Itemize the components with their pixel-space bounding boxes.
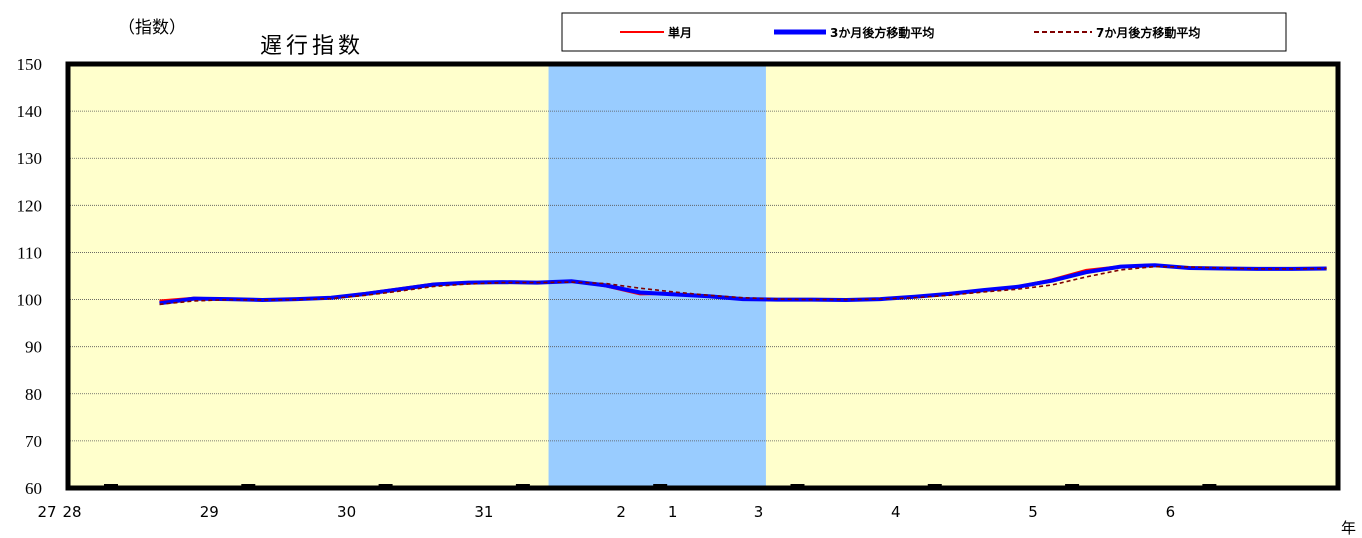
x-tick-marker [378, 484, 393, 490]
y-tick-labels: 150 140 130 120 110 100 90 80 70 60 [17, 55, 43, 498]
y-tick-label: 120 [17, 196, 43, 215]
recession-shading [548, 64, 766, 488]
y-unit-label: （指数） [118, 18, 186, 38]
x-tick-marker [653, 484, 668, 490]
x-tick-label: 6 [1166, 503, 1176, 521]
y-tick-label: 150 [17, 55, 43, 74]
x-tick-marker [790, 484, 805, 490]
gridlines [68, 110, 1338, 442]
series-line-2 [159, 265, 1327, 306]
series-line-1 [159, 263, 1327, 306]
x-tick-marker [104, 484, 118, 490]
x-unit-label: 年 [1341, 519, 1356, 537]
y-tick-label: 140 [17, 102, 43, 121]
y-tick-label: 100 [17, 291, 43, 310]
y-tick-label: 60 [25, 479, 42, 498]
legend-box [561, 12, 1287, 52]
series-lines [159, 263, 1327, 306]
shade-period-0 [548, 64, 766, 488]
x-tick-label: 3 [754, 503, 764, 521]
x-tick-label: 27 [37, 503, 56, 521]
legend-label-ma3: 3か月後方移動平均 [830, 25, 934, 40]
x-tick-label: 2 [616, 503, 626, 521]
x-tick-labels: 27 28 29 30 31 1 2 3 4 5 6 [37, 503, 1175, 521]
x-tick-label: 28 [62, 503, 81, 521]
x-tick-label: 29 [200, 503, 219, 521]
legend-label-single: 単月 [668, 25, 692, 40]
x-tick-marker [241, 484, 256, 490]
y-tick-label: 130 [17, 149, 43, 168]
x-tick-marker [515, 484, 530, 490]
x-tick-label: 5 [1028, 503, 1038, 521]
plot-frame [65, 61, 1341, 491]
y-tick-label: 90 [25, 338, 42, 357]
x-tick-label: 4 [891, 503, 901, 521]
x-tick-label: 30 [337, 503, 356, 521]
x-tick-label: 31 [474, 503, 493, 521]
y-tick-label: 80 [25, 385, 42, 404]
x-tick-markers [104, 484, 1217, 490]
x-tick-marker [927, 484, 942, 490]
chart-title: 遅行指数 [260, 34, 364, 59]
legend-label-ma7: 7か月後方移動平均 [1096, 25, 1200, 40]
x-tick-marker [1202, 484, 1217, 490]
x-tick-marker [1065, 484, 1080, 490]
y-tick-label: 70 [25, 432, 42, 451]
legend: 単月 3か月後方移動平均 7か月後方移動平均 [561, 12, 1287, 52]
y-tick-label: 110 [17, 243, 42, 262]
x-tick-label: 1 [668, 503, 678, 521]
